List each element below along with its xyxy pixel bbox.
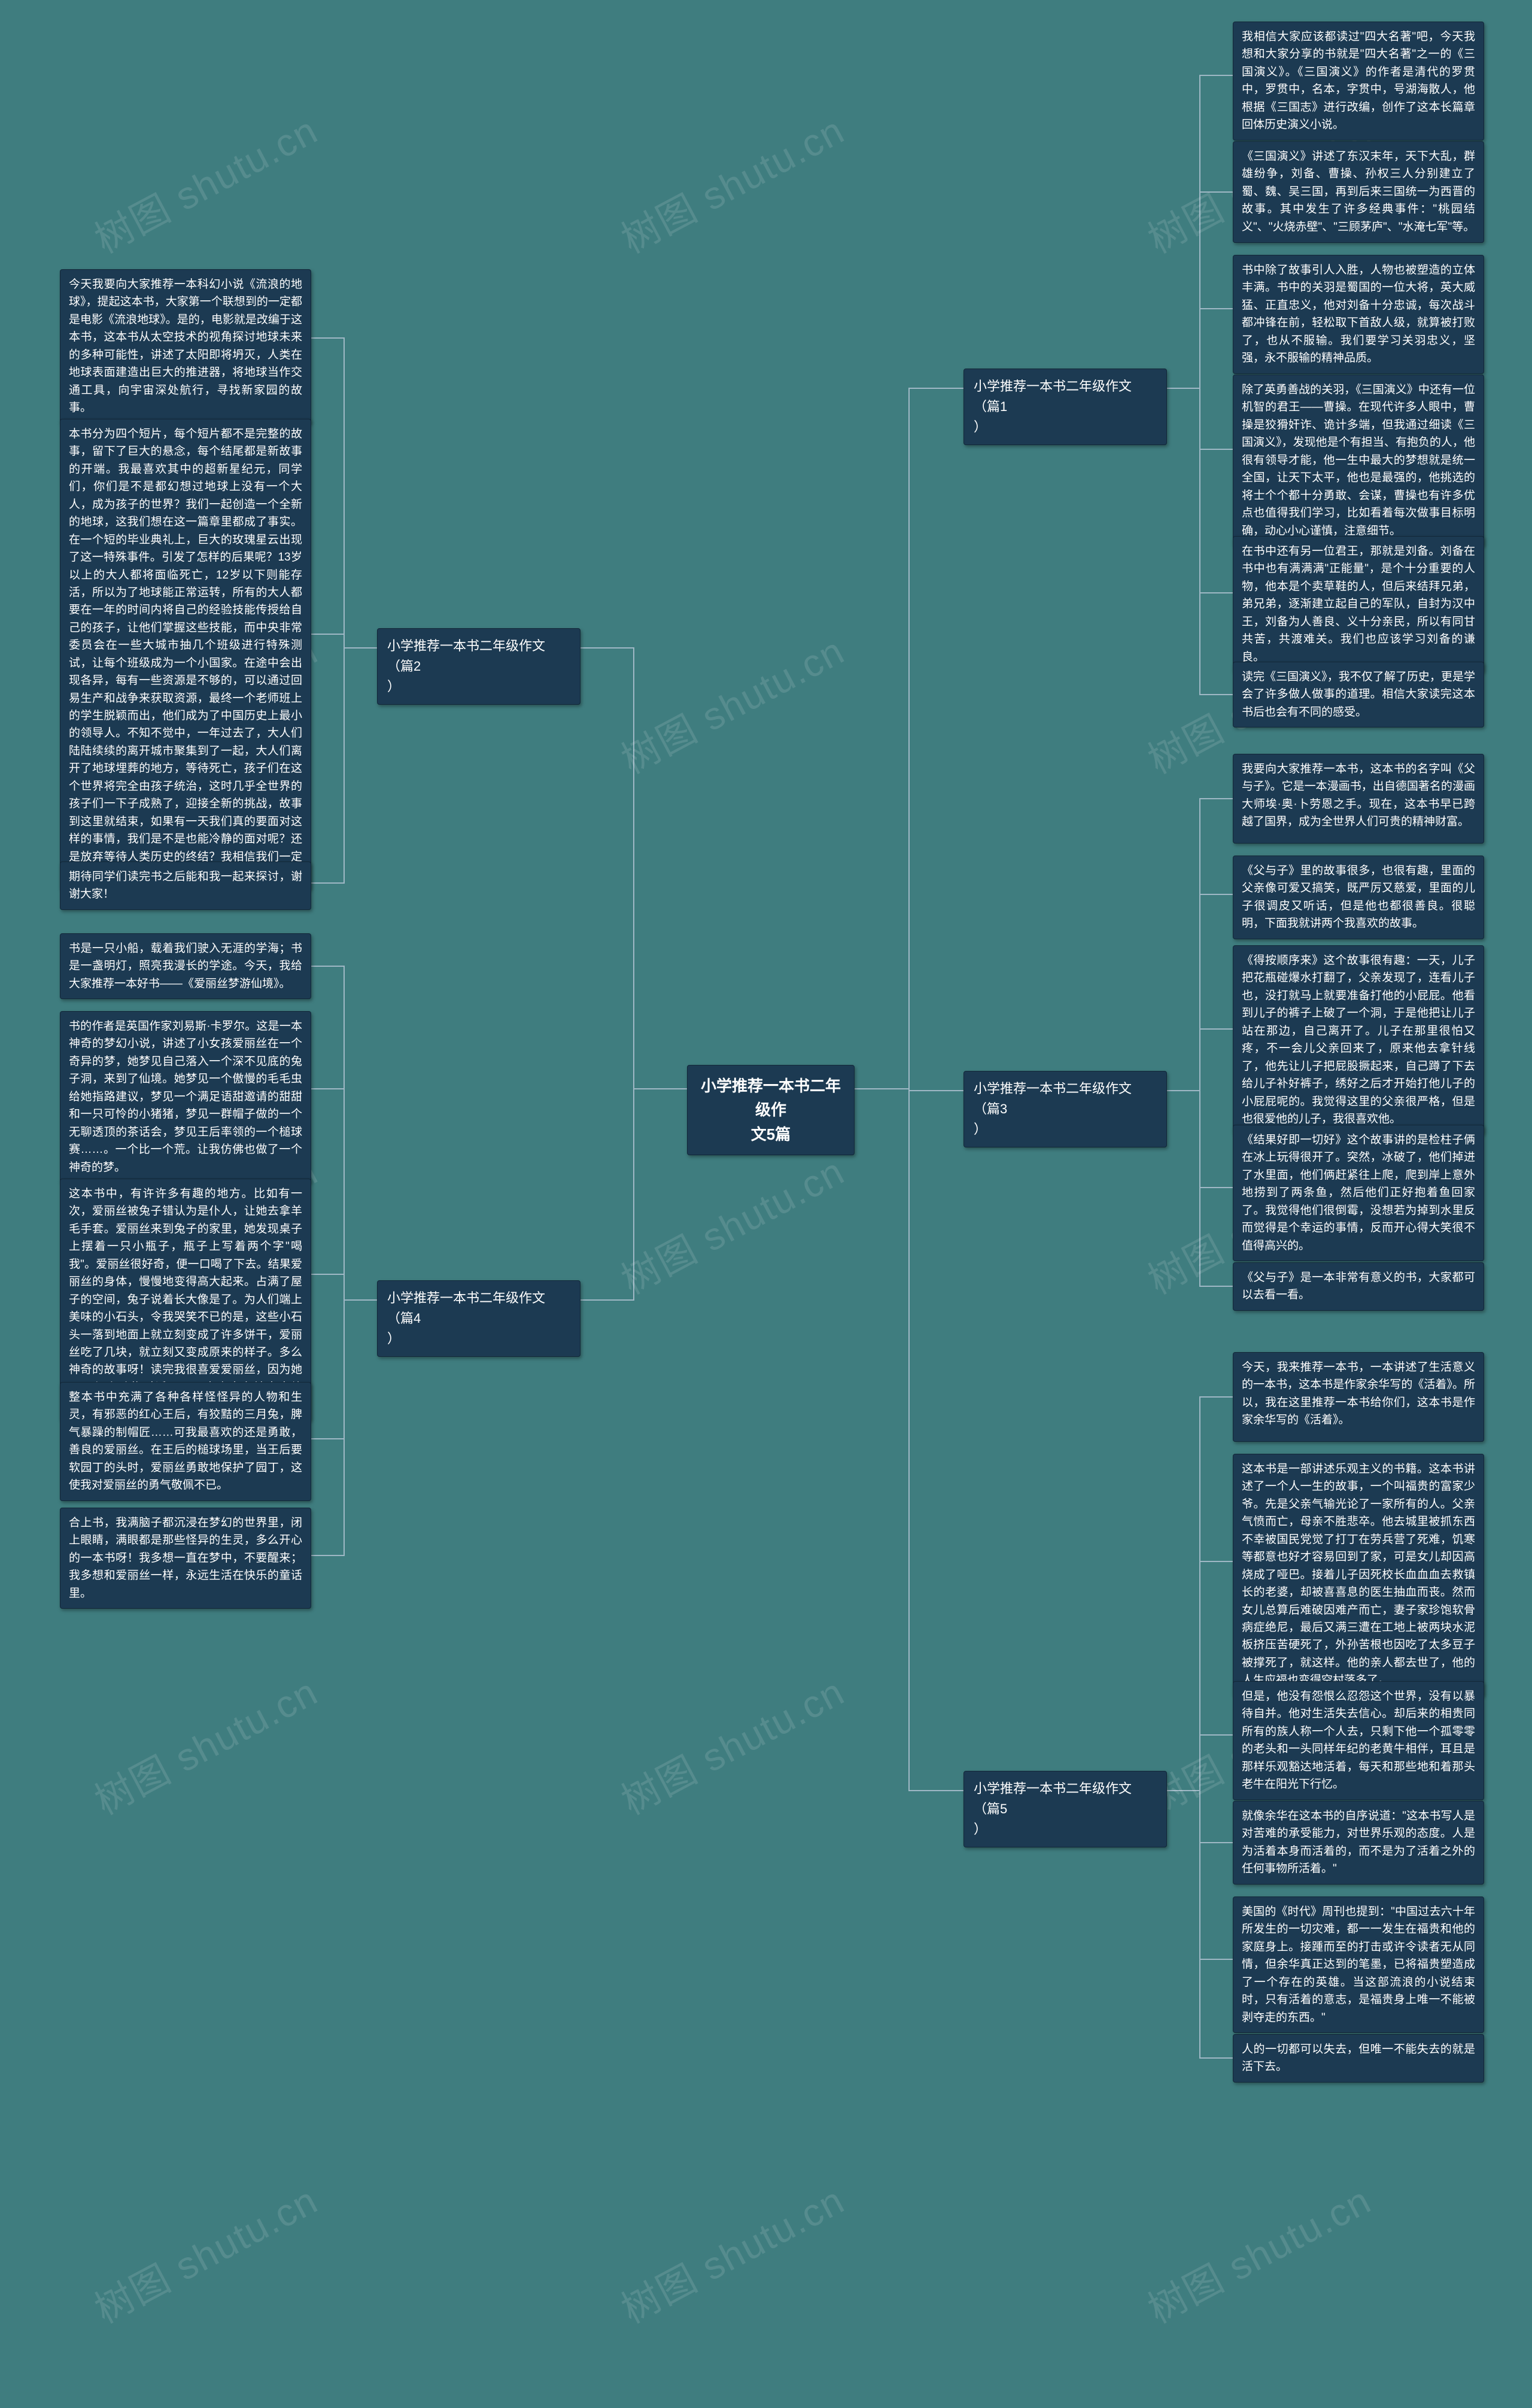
center-node-label: 小学推荐一本书二年级作 文5篇 [701,1077,841,1143]
leaf-node-b1-3-label: 除了英勇善战的关羽，《三国演义》中还有一位机智的君王——曹操。在现代许多人眼中，… [1242,383,1475,537]
leaf-node-b5-2-label: 但是，他没有怨恨么忍怨这个世界，没有以暴待自并。他对生活失去信心。却后来的相贵同… [1242,1690,1475,1791]
leaf-node-b3-3-label: 《结果好即一切好》这个故事讲的是检柱子俩在冰上玩得很开了。突然，冰破了，他们掉进… [1242,1134,1475,1252]
leaf-node-b5-1[interactable]: 这本书是一部讲述乐观主义的书籍。这本书讲述了一个人一生的故事，一个叫福贵的富家少… [1233,1454,1484,1696]
leaf-node-b5-1-label: 这本书是一部讲述乐观主义的书籍。这本书讲述了一个人一生的故事，一个叫福贵的富家少… [1242,1463,1475,1686]
leaf-node-b5-3-label: 就像余华在这本书的自序说道："这本书写人是对苦难的承受能力，对世界乐观的态度。人… [1242,1810,1475,1875]
leaf-node-b5-4-label: 美国的《时代》周刊也提到："中国过去六十年所发生的一切灾难，都一一发生在福贵和他… [1242,1905,1475,2024]
leaf-node-b3-3[interactable]: 《结果好即一切好》这个故事讲的是检柱子俩在冰上玩得很开了。突然，冰破了，他们掉进… [1233,1125,1484,1261]
leaf-node-b3-0[interactable]: 我要向大家推荐一本书，这本书的名字叫《父与子》。它是一本漫画书，出自德国著名的漫… [1233,754,1484,844]
leaf-node-b5-0-label: 今天，我来推荐一本书，一本讲述了生活意义的一本书，这本书是作家余华写的《活着》。… [1242,1361,1475,1426]
leaf-node-b1-1-label: 《三国演义》讲述了东汉末年，天下大乱，群雄纷争，刘备、曹操、孙权三人分别建立了蜀… [1242,150,1475,233]
leaf-node-b4-2-label: 这本书中，有许许多有趣的地方。比如有一次，爱丽丝被兔子错认为是仆人，让她去拿羊毛… [69,1188,302,1411]
center-node[interactable]: 小学推荐一本书二年级作 文5篇 [687,1065,855,1155]
leaf-node-b1-2[interactable]: 书中除了故事引人入胜，人物也被塑造的立体丰满。书中的关羽是蜀国的一位大将，英大威… [1233,255,1484,374]
leaf-node-b1-5[interactable]: 读完《三国演义》，我不仅了解了历史，更是学会了许多做人做事的道理。相信大家读完这… [1233,662,1484,727]
leaf-node-b4-0[interactable]: 书是一只小船，载着我们驶入无涯的学海；书是一盏明灯，照亮我漫长的学途。今天，我给… [60,933,311,999]
leaf-node-b2-2-label: 期待同学们读完书之后能和我一起来探讨，谢谢大家！ [69,870,302,900]
branch-node-b4-label: 小学推荐一本书二年级作文（篇4 ） [387,1290,545,1346]
leaf-node-b2-2[interactable]: 期待同学们读完书之后能和我一起来探讨，谢谢大家！ [60,861,311,910]
leaf-node-b3-4[interactable]: 《父与子》是一本非常有意义的书，大家都可以去看一看。 [1233,1262,1484,1311]
leaf-node-b2-0[interactable]: 今天我要向大家推荐一本科幻小说《流浪的地球》，提起这本书，大家第一个联想到的一定… [60,269,311,424]
leaf-node-b3-0-label: 我要向大家推荐一本书，这本书的名字叫《父与子》。它是一本漫画书，出自德国著名的漫… [1242,763,1475,828]
leaf-node-b4-4[interactable]: 合上书，我满脑子都沉浸在梦幻的世界里，闭上眼睛，满眼都是那些怪异的生灵，多么开心… [60,1508,311,1609]
branch-node-b5[interactable]: 小学推荐一本书二年级作文（篇5 ） [963,1771,1167,1847]
leaf-node-b1-3[interactable]: 除了英勇善战的关羽，《三国演义》中还有一位机智的君王——曹操。在现代许多人眼中，… [1233,375,1484,546]
branch-node-b2-label: 小学推荐一本书二年级作文（篇2 ） [387,638,545,694]
leaf-node-b4-1[interactable]: 书的作者是英国作家刘易斯·卡罗尔。这是一本神奇的梦幻小说，讲述了小女孩爱丽丝在一… [60,1011,311,1183]
leaf-node-b1-2-label: 书中除了故事引人入胜，人物也被塑造的立体丰满。书中的关羽是蜀国的一位大将，英大威… [1242,264,1475,364]
branch-node-b3-label: 小学推荐一本书二年级作文（篇3 ） [974,1081,1132,1137]
leaf-node-b3-1[interactable]: 《父与子》里的故事很多，也很有趣，里面的父亲像可爱又搞笑，既严厉又慈爱，里面的儿… [1233,856,1484,939]
leaf-node-b2-0-label: 今天我要向大家推荐一本科幻小说《流浪的地球》，提起这本书，大家第一个联想到的一定… [69,278,302,414]
leaf-node-b3-2-label: 《得按顺序来》这个故事很有趣：一天，儿子把花瓶碰爆水打翻了，父亲发现了，连看儿子… [1242,954,1475,1125]
leaf-node-b3-1-label: 《父与子》里的故事很多，也很有趣，里面的父亲像可爱又搞笑，既严厉又慈爱，里面的儿… [1242,864,1475,930]
leaf-node-b1-5-label: 读完《三国演义》，我不仅了解了历史，更是学会了许多做人做事的道理。相信大家读完这… [1242,671,1475,719]
leaf-node-b1-4[interactable]: 在书中还有另一位君王，那就是刘备。刘备在书中也有满满满"正能量"，是个十分重要的… [1233,536,1484,672]
leaf-node-b4-3[interactable]: 整本书中充满了各种各样怪怪异的人物和生灵，有邪恶的红心王后，有狡黠的三月兔，脾气… [60,1382,311,1501]
leaf-node-b5-5-label: 人的一切都可以失去，但唯一不能失去的就是活下去。 [1242,2043,1475,2073]
branch-node-b1[interactable]: 小学推荐一本书二年级作文（篇1 ） [963,369,1167,445]
leaf-node-b1-0[interactable]: 我相信大家应该都读过"四大名著"吧，今天我想和大家分享的书就是"四大名著"之一的… [1233,22,1484,141]
branch-node-b1-label: 小学推荐一本书二年级作文（篇1 ） [974,379,1132,434]
leaf-node-b4-4-label: 合上书，我满脑子都沉浸在梦幻的世界里，闭上眼睛，满眼都是那些怪异的生灵，多么开心… [69,1517,302,1600]
leaf-node-b4-3-label: 整本书中充满了各种各样怪怪异的人物和生灵，有邪恶的红心王后，有狡黠的三月兔，脾气… [69,1391,302,1491]
branch-node-b4[interactable]: 小学推荐一本书二年级作文（篇4 ） [377,1280,580,1357]
leaf-node-b5-2[interactable]: 但是，他没有怨恨么忍怨这个世界，没有以暴待自并。他对生活失去信心。却后来的相贵同… [1233,1681,1484,1800]
leaf-node-b2-1[interactable]: 本书分为四个短片，每个短片都不是完整的故事，留下了巨大的悬念，每个结尾都是新故事… [60,419,311,890]
leaf-node-b1-1[interactable]: 《三国演义》讲述了东汉末年，天下大乱，群雄纷争，刘备、曹操、孙权三人分别建立了蜀… [1233,141,1484,243]
leaf-node-b1-0-label: 我相信大家应该都读过"四大名著"吧，今天我想和大家分享的书就是"四大名著"之一的… [1242,31,1475,131]
leaf-node-b3-2[interactable]: 《得按顺序来》这个故事很有趣：一天，儿子把花瓶碰爆水打翻了，父亲发现了，连看儿子… [1233,945,1484,1134]
branch-node-b5-label: 小学推荐一本书二年级作文（篇5 ） [974,1781,1132,1837]
branch-node-b3[interactable]: 小学推荐一本书二年级作文（篇3 ） [963,1071,1167,1147]
leaf-node-b3-4-label: 《父与子》是一本非常有意义的书，大家都可以去看一看。 [1242,1271,1475,1301]
leaf-node-b5-4[interactable]: 美国的《时代》周刊也提到："中国过去六十年所发生的一切灾难，都一一发生在福贵和他… [1233,1896,1484,2033]
leaf-node-b5-0[interactable]: 今天，我来推荐一本书，一本讲述了生活意义的一本书，这本书是作家余华写的《活着》。… [1233,1352,1484,1442]
leaf-node-b5-3[interactable]: 就像余华在这本书的自序说道："这本书写人是对苦难的承受能力，对世界乐观的态度。人… [1233,1801,1484,1885]
leaf-node-b2-1-label: 本书分为四个短片，每个短片都不是完整的故事，留下了巨大的悬念，每个结尾都是新故事… [69,428,302,881]
leaf-node-b4-0-label: 书是一只小船，载着我们驶入无涯的学海；书是一盏明灯，照亮我漫长的学途。今天，我给… [69,942,302,990]
branch-node-b2[interactable]: 小学推荐一本书二年级作文（篇2 ） [377,628,580,705]
leaf-node-b4-1-label: 书的作者是英国作家刘易斯·卡罗尔。这是一本神奇的梦幻小说，讲述了小女孩爱丽丝在一… [69,1020,302,1174]
leaf-node-b1-4-label: 在书中还有另一位君王，那就是刘备。刘备在书中也有满满满"正能量"，是个十分重要的… [1242,545,1475,663]
leaf-node-b5-5[interactable]: 人的一切都可以失去，但唯一不能失去的就是活下去。 [1233,2034,1484,2083]
